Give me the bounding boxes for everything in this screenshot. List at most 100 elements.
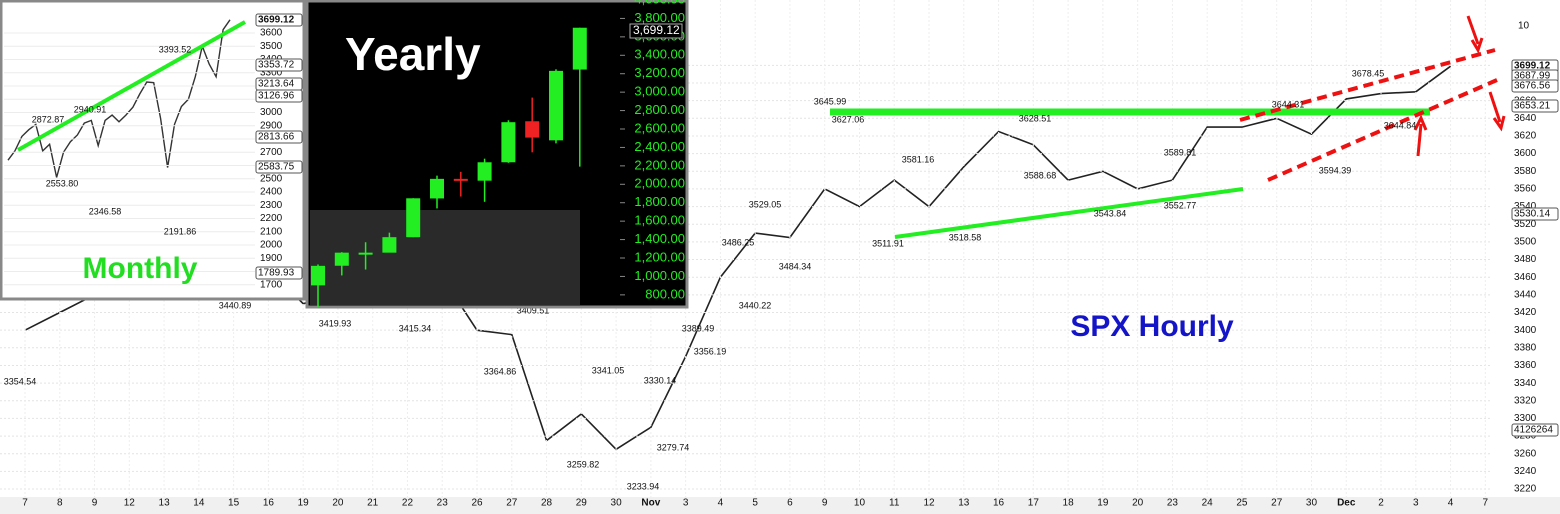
annotation: 2346.58 [89,206,122,216]
annotation: 3354.54 [4,376,37,386]
y-tick-label: 3560 [1514,184,1537,195]
inset-title: Yearly [345,28,481,80]
y-tick-label: 2400 [260,187,283,198]
price-box [1511,99,1559,113]
candle-body [311,265,325,286]
x-tick-label: 22 [402,498,414,509]
support-line [894,187,1244,239]
candle-body [453,178,468,181]
price-box [1511,79,1559,93]
y-tick-label: 4,000.00 [634,0,685,6]
x-tick-label: 25 [1236,498,1248,509]
annotation: 3644.84 [1384,120,1417,130]
y-tick-label: 3340 [1514,378,1537,389]
yearly-inset: Yearly 800.00 1,000.00 1,200.00 1,400.00 1,6… [305,0,689,309]
candle-body [525,121,540,138]
y-tick-label: 800.00 [645,286,685,301]
annotation: 3678.45 [1352,68,1385,78]
x-tick-label: 19 [298,498,310,509]
x-tick-label: 9 [92,498,98,509]
arrow [1413,114,1428,157]
channel-top [1239,48,1496,122]
y-tick-label: 2500 [260,173,283,184]
x-tick-label: 16 [993,498,1005,509]
candle-body [572,27,587,70]
y-tick-label: 3400 [1514,325,1537,336]
price-box [1511,423,1559,437]
x-axis-strip [0,497,1560,514]
y-tick-label: 3000 [260,107,283,118]
x-tick-label: 27 [1271,498,1283,509]
y-tick-label: 2200 [260,213,283,224]
annotation: 3409.51 [517,305,550,315]
x-tick-label: Nov [641,498,660,509]
price-label: 3213.64 [258,79,295,90]
y-tick-label: 1,600.00 [634,213,685,228]
x-tick-label: 15 [228,498,240,509]
y-tick-label: 2,400.00 [634,139,685,154]
y-tick-label: 3540 [1514,201,1537,212]
x-tick-label: 30 [611,498,623,509]
price-label: 3530.14 [1514,209,1551,220]
y-tick-label: 2,200.00 [634,157,685,172]
x-tick-label: 4 [1448,498,1454,509]
x-tick-label: 12 [923,498,935,509]
x-tick-label: 13 [958,498,970,509]
y-tick-label: 1,000.00 [634,268,685,283]
y-tick-label: 3220 [1514,484,1537,495]
y-tick-label: 3460 [1514,272,1537,283]
x-tick-label: 3 [683,498,689,509]
y-tick-label: 2900 [260,120,283,131]
x-tick-label: 5 [752,498,758,509]
y-tick-label: 3,000.00 [634,84,685,99]
price-box [255,13,303,27]
y-tick-label: 3240 [1514,466,1537,477]
annotation: 3393.52 [159,44,192,54]
x-tick-label: 28 [541,498,553,509]
annotation: 3511.91 [872,238,904,248]
price-label: 3,699.12 [633,23,680,37]
price-box [255,160,303,174]
x-tick-label: 13 [159,498,171,509]
x-tick-label: 20 [1132,498,1144,509]
annotation: 2553.80 [46,178,79,188]
annotation: 3627.06 [832,114,865,124]
channel-bottom [1267,78,1498,182]
annotation: 3415.34 [399,323,432,333]
y-tick-label: 3380 [1514,342,1537,353]
annotation: 2872.87 [32,114,65,124]
candle-body [406,198,421,238]
annotation: 3484.34 [779,261,812,271]
x-tick-label: 23 [1167,498,1179,509]
x-tick-label: 21 [367,498,379,509]
x-tick-label: 23 [437,498,449,509]
y-tick-label: 3,400.00 [634,47,685,62]
x-tick-label: 2 [1378,498,1384,509]
candle-body [358,252,373,255]
annotation: 3594.39 [1319,165,1352,175]
annotation: 3628.51 [1019,113,1052,123]
price-box [255,89,303,103]
price-box [255,266,303,280]
x-tick-label: 30 [1306,498,1318,509]
y-tick-label: 3420 [1514,307,1537,318]
y-tick-label: 3500 [260,41,283,52]
price-box [255,58,303,72]
annotation: 3588.68 [1024,170,1057,180]
annotation: 3259.82 [567,459,600,469]
x-tick-label: 4 [718,498,724,509]
y-tick-label: 2,600.00 [634,120,685,135]
annotation: 3486.25 [722,237,755,247]
y-tick-label: 2700 [260,147,283,158]
annotation: 3356.19 [694,346,727,356]
y-tick-label: 2,800.00 [634,102,685,117]
price-label: 3687.99 [1514,71,1551,82]
y-tick-label: 3300 [260,67,283,78]
x-tick-label: 19 [1097,498,1109,509]
annotation: 3440.22 [739,300,772,310]
y-tick-label: 2100 [260,226,283,237]
arrow [1466,15,1484,54]
annotation: 3581.16 [902,154,935,164]
y-tick-label: 3320 [1514,395,1537,406]
price-label: 2583.75 [258,162,295,173]
